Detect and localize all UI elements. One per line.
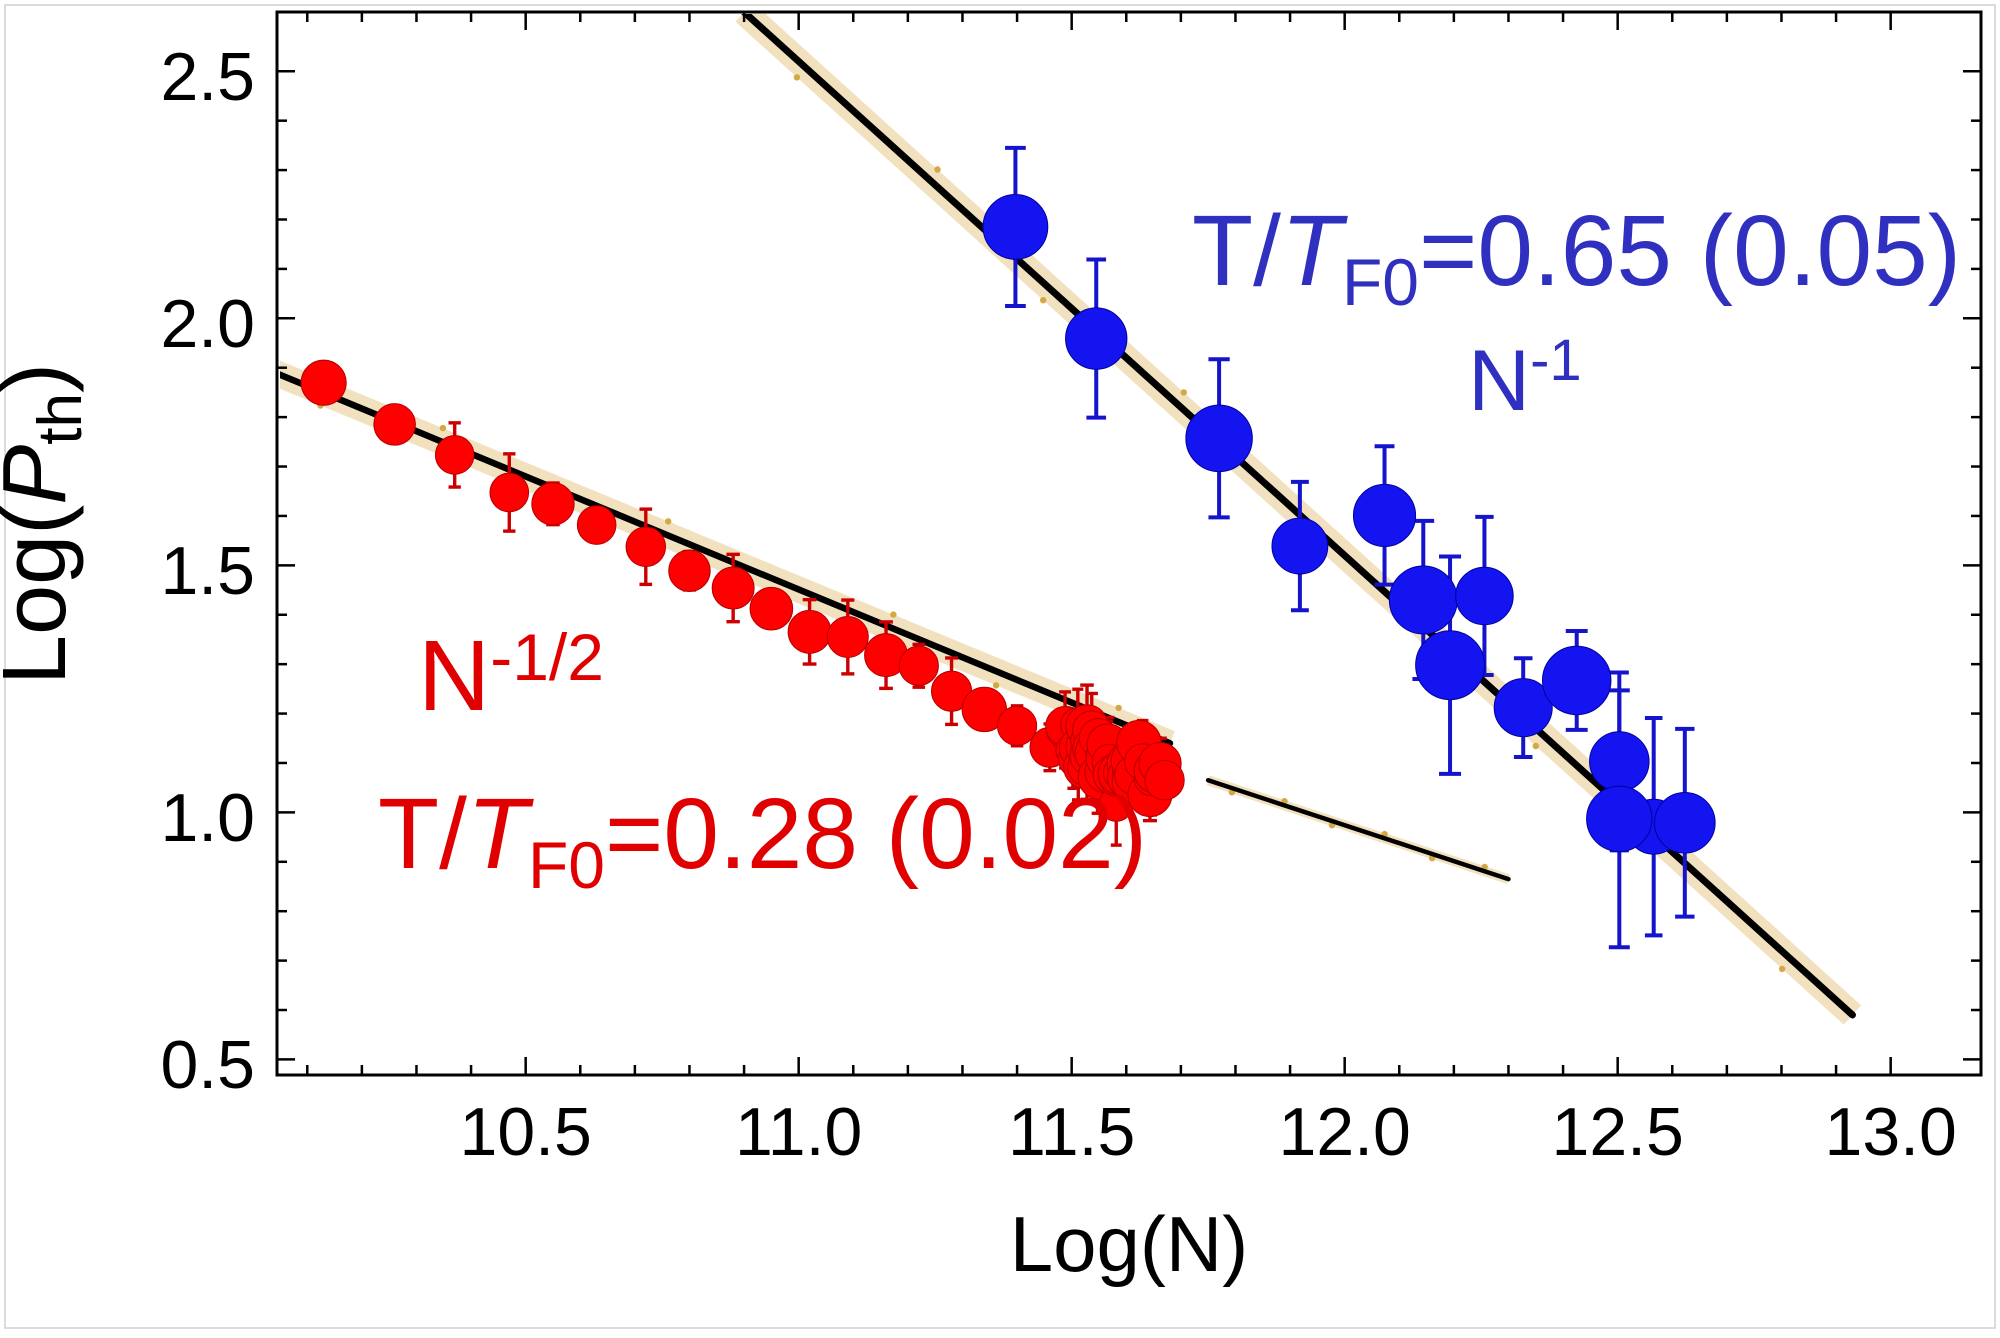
svg-text:11.0: 11.0	[735, 1094, 862, 1170]
svg-text:T/TF0=0.65 (0.05): T/TF0=0.65 (0.05)	[1192, 195, 1961, 319]
svg-text:12.5: 12.5	[1552, 1094, 1684, 1170]
svg-text:Log(Pth): Log(Pth)	[0, 363, 95, 685]
svg-text:Log(N): Log(N)	[1010, 1200, 1248, 1288]
svg-text:2.0: 2.0	[160, 286, 255, 362]
svg-text:1.5: 1.5	[160, 533, 255, 609]
svg-text:10.5: 10.5	[460, 1094, 592, 1170]
svg-text:0.5: 0.5	[160, 1027, 255, 1103]
svg-text:11.5: 11.5	[1008, 1094, 1135, 1170]
svg-text:13.0: 13.0	[1825, 1094, 1957, 1170]
svg-text:1.0: 1.0	[160, 780, 255, 856]
svg-text:2.5: 2.5	[160, 39, 255, 115]
svg-text:T/TF0=0.28 (0.02): T/TF0=0.28 (0.02)	[378, 778, 1147, 902]
svg-text:12.0: 12.0	[1279, 1094, 1411, 1170]
